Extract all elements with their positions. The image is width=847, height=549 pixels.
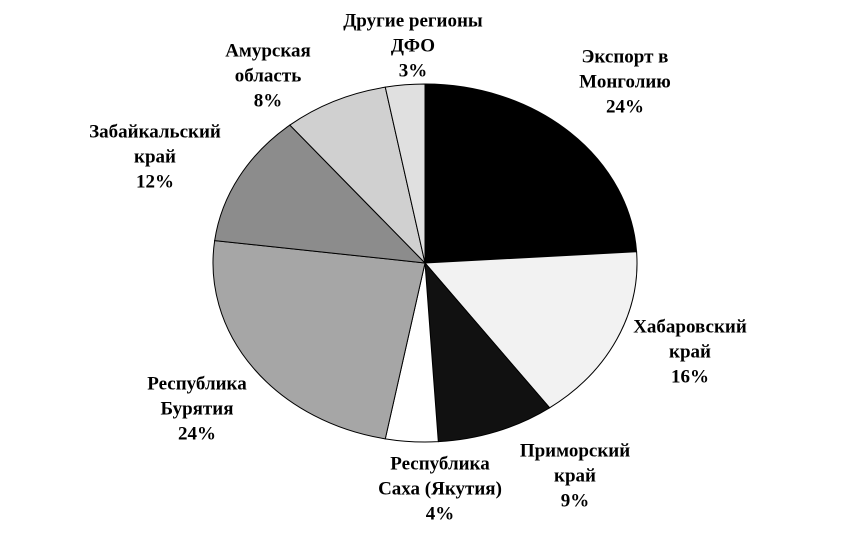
value-label: 4% <box>426 503 455 524</box>
slice-label: Экспорт в <box>582 46 669 67</box>
slice-label: Монголию <box>579 71 671 92</box>
value-label: 8% <box>254 90 283 111</box>
slice-label: Республика <box>147 373 247 394</box>
value-label: 9% <box>561 490 590 511</box>
value-label: 24% <box>178 423 216 444</box>
slice-label: край <box>669 341 711 362</box>
slice-label: край <box>134 146 176 167</box>
value-label: 16% <box>671 366 709 387</box>
pie-slice <box>212 240 426 440</box>
slice-label: область <box>235 65 302 86</box>
slice-label: ДФО <box>391 35 435 56</box>
pie-slice <box>214 124 427 264</box>
pie-slice <box>424 83 638 264</box>
pie-slice <box>424 261 551 443</box>
slice-label: Республика <box>390 453 490 474</box>
slice-label: Амурская <box>225 40 311 61</box>
value-label: 3% <box>399 60 428 81</box>
pie-slice <box>423 251 638 409</box>
slice-label: край <box>554 465 596 486</box>
value-label: 24% <box>606 96 644 117</box>
pie-slice <box>289 86 426 265</box>
slice-label: Бурятия <box>161 398 234 419</box>
slice-label: Другие регионы <box>343 10 483 31</box>
slice-label: Забайкальский <box>89 121 221 142</box>
slice-label: Приморский <box>520 440 630 461</box>
pie-slice <box>384 83 426 264</box>
value-label: 12% <box>136 171 174 192</box>
slice-label: Хабаровский <box>633 316 747 337</box>
slice-label: Саха (Якутия) <box>378 478 502 499</box>
